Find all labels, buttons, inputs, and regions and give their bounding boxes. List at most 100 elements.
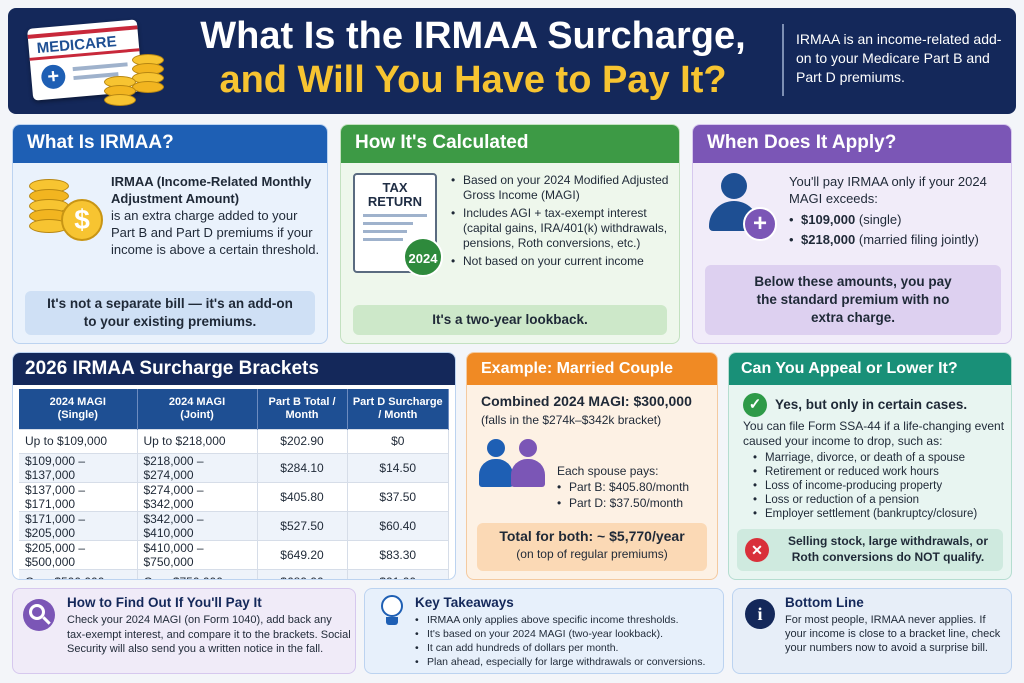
cell-single: Over $500,000 xyxy=(19,569,138,579)
couple-icon xyxy=(479,439,549,489)
cell-joint: $410,000 – $750,000 xyxy=(137,540,258,570)
brackets-title: 2026 IRMAA Surcharge Brackets xyxy=(13,353,455,385)
cell-single: Up to $109,000 xyxy=(19,428,138,454)
cell-part-d: $60.40 xyxy=(347,511,449,541)
find-out-text: Check your 2024 MAGI (on Form 1040), add… xyxy=(67,614,351,655)
brackets-card: 2026 IRMAA Surcharge Brackets 2024 MAGI … xyxy=(12,352,456,580)
coin-stack-icon xyxy=(104,54,168,110)
calc-bullet: Based on your 2024 Modified Adjusted Gro… xyxy=(451,173,675,203)
example-part-b: Part B: $405.80/month xyxy=(557,479,713,495)
what-is-irmaa-card: What Is IRMAA? $ IRMAA (Income-Related M… xyxy=(12,124,328,344)
what-is-irmaa-callout: It's not a separate bill — it's an add-o… xyxy=(25,291,315,335)
calc-bullet: Not based on your current income xyxy=(451,254,675,269)
bottom-line-text: For most people, IRMAA never applies. If… xyxy=(785,614,1001,654)
when-apply-title: When Does It Apply? xyxy=(693,125,1011,163)
what-is-irmaa-title: What Is IRMAA? xyxy=(13,125,327,163)
page-title-line2: and Will You Have to Pay It? xyxy=(219,59,727,101)
cell-part-b: $689.90 xyxy=(257,569,348,579)
cell-joint: $218,000 – $274,000 xyxy=(137,453,258,483)
cell-part-b: $284.10 xyxy=(257,453,348,483)
takeaway-item: IRMAA only applies above specific income… xyxy=(415,613,719,627)
appeal-event: Marriage, divorce, or death of a spouse xyxy=(753,451,1009,465)
example-total-note: (on top of regular premiums) xyxy=(516,547,668,561)
bottom-line-title: Bottom Line xyxy=(785,595,864,610)
page-title-line1: What Is the IRMAA Surcharge, xyxy=(200,15,746,57)
bottom-line-card: i Bottom Line For most people, IRMAA nev… xyxy=(732,588,1012,674)
col-header-part-b: Part B Total / Month xyxy=(257,389,348,429)
takeaways-list: IRMAA only applies above specific income… xyxy=(415,613,719,669)
how-calculated-title: How It's Calculated xyxy=(341,125,679,163)
cell-single: $171,000 – $205,000 xyxy=(19,511,138,541)
when-apply-callout: Below these amounts, you pay the standar… xyxy=(705,265,1001,335)
key-takeaways-title: Key Takeaways xyxy=(415,595,514,610)
cell-part-b: $649.20 xyxy=(257,540,348,570)
table-row: $171,000 – $205,000 $342,000 – $410,000 $5… xyxy=(19,511,449,541)
cell-joint: Up to $218,000 xyxy=(137,428,258,454)
table-row: $137,000 – $171,000 $274,000 – $342,000 $4… xyxy=(19,482,449,512)
appeal-title: Can You Appeal or Lower It? xyxy=(729,353,1011,385)
example-card: Example: Married Couple Combined 2024 MA… xyxy=(466,352,718,580)
appeal-no-callout: ✕ Selling stock, large withdrawals, or R… xyxy=(737,529,1003,571)
takeaway-item: It can add hundreds of dollars per month… xyxy=(415,641,719,655)
find-out-title: How to Find Out If You'll Pay It xyxy=(67,595,262,610)
lightbulb-icon xyxy=(379,595,405,629)
year-badge: 2024 xyxy=(403,237,443,277)
cell-part-d: $14.50 xyxy=(347,453,449,483)
cell-single: $137,000 – $171,000 xyxy=(19,482,138,512)
header-banner xyxy=(8,8,1016,114)
appeal-event: Retirement or reduced work hours xyxy=(753,465,1009,479)
appeal-event: Employer settlement (bankruptcy/closure) xyxy=(753,507,1009,521)
dollar-coins-icon: $ xyxy=(27,175,107,255)
cell-part-b: $527.50 xyxy=(257,511,348,541)
key-takeaways-card: Key Takeaways IRMAA only applies above s… xyxy=(364,588,724,674)
appeal-yes: Yes, but only in certain cases. xyxy=(775,397,968,412)
brackets-header-row: 2024 MAGI (Single) 2024 MAGI (Joint) Par… xyxy=(19,389,449,429)
header-divider xyxy=(782,24,784,96)
x-icon: ✕ xyxy=(745,538,769,562)
calc-bullet: Includes AGI + tax-exempt interest (capi… xyxy=(451,206,675,251)
example-total: Total for both: ~ $5,770/year xyxy=(499,528,685,544)
appeal-event: Loss or reduction of a pension xyxy=(753,493,1009,507)
cell-part-b: $405.80 xyxy=(257,482,348,512)
cell-single: $109,000 – $137,000 xyxy=(19,453,138,483)
irmaa-description: is an extra charge added to your Part B … xyxy=(111,208,320,257)
threshold-single: $109,000 (single) xyxy=(789,211,1005,228)
how-calculated-callout: It's a two-year lookback. xyxy=(353,305,667,335)
cell-joint: Over $750,000 xyxy=(137,569,258,579)
when-apply-intro: You'll pay IRMAA only if your 2024 MAGI … xyxy=(789,174,987,206)
table-row: $205,000 – $500,000 $410,000 – $750,000 $6… xyxy=(19,540,449,570)
find-out-card: How to Find Out If You'll Pay It Check y… xyxy=(12,588,356,674)
brackets-table: 2024 MAGI (Single) 2024 MAGI (Joint) Par… xyxy=(19,389,449,579)
col-header-joint: 2024 MAGI (Joint) xyxy=(137,389,258,429)
col-header-part-d: Part D Surcharge / Month xyxy=(347,389,449,429)
col-header-single: 2024 MAGI (Single) xyxy=(19,389,138,429)
appeal-card: Can You Appeal or Lower It? ✓ Yes, but o… xyxy=(728,352,1012,580)
how-calculated-card: How It's Calculated TAX RETURN 2024 Base… xyxy=(340,124,680,344)
cell-part-d: $37.50 xyxy=(347,482,449,512)
irmaa-term: IRMAA (Income-Related Monthly Adjustment… xyxy=(111,174,312,206)
cell-joint: $274,000 – $342,000 xyxy=(137,482,258,512)
tax-return-label: TAX RETURN xyxy=(367,180,423,209)
magnifier-icon xyxy=(23,599,55,631)
table-row: Over $500,000Over $750,000$689.90$91.00 xyxy=(19,569,449,579)
example-bracket-note: (falls in the $274k–$342k bracket) xyxy=(481,413,662,427)
table-row: Up to $109,000 Up to $218,000 $202.90 $0 xyxy=(19,428,449,454)
cell-joint: $342,000 – $410,000 xyxy=(137,511,258,541)
info-icon: i xyxy=(745,599,775,629)
check-icon: ✓ xyxy=(743,393,767,417)
calc-bullets: Based on your 2024 Modified Adjusted Gro… xyxy=(451,173,675,269)
takeaway-item: Plan ahead, especially for large withdra… xyxy=(415,655,719,669)
cell-part-b: $202.90 xyxy=(257,428,348,454)
example-part-d: Part D: $37.50/month xyxy=(557,495,713,511)
appeal-event: Loss of income-producing property xyxy=(753,479,1009,493)
example-combined: Combined 2024 MAGI: $300,000 xyxy=(481,393,692,409)
person-plus-icon: + xyxy=(707,173,779,245)
appeal-events: Marriage, divorce, or death of a spouse … xyxy=(753,451,1009,521)
cell-part-d: $91.00 xyxy=(347,569,449,579)
cell-part-d: $83.30 xyxy=(347,540,449,570)
when-apply-card: When Does It Apply? + You'll pay IRMAA o… xyxy=(692,124,1012,344)
cell-single: $205,000 – $500,000 xyxy=(19,540,138,570)
appeal-intro: You can file Form SSA-44 if a life-chang… xyxy=(743,419,1005,448)
example-total-callout: Total for both: ~ $5,770/year (on top of… xyxy=(477,523,707,571)
each-spouse-pays: Each spouse pays: xyxy=(557,464,659,478)
